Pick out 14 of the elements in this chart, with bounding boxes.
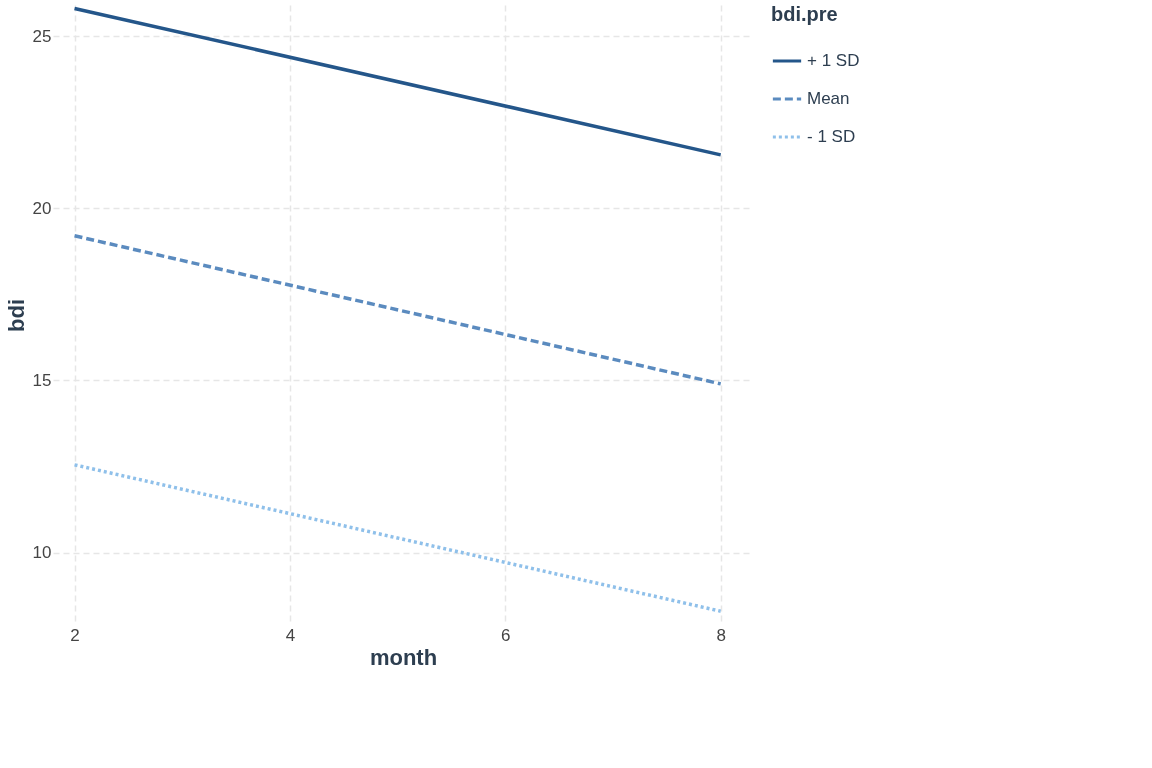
- legend-title: bdi.pre: [771, 3, 838, 25]
- legend-label: - 1 SD: [807, 127, 856, 146]
- x-tick-label: 2: [70, 625, 80, 645]
- y-tick-label: 15: [32, 370, 52, 390]
- y-tick-label: 10: [32, 543, 52, 563]
- x-tick-label: 4: [285, 625, 296, 645]
- legend-label: + 1 SD: [807, 51, 860, 70]
- x-axis-title: month: [369, 644, 438, 670]
- x-tick-label: 6: [501, 625, 511, 645]
- legend-label: Mean: [807, 89, 850, 108]
- y-tick-label: 20: [32, 198, 52, 218]
- y-axis-title: bdi: [3, 299, 29, 332]
- y-tick-label: 25: [32, 26, 52, 46]
- x-tick-label: 8: [716, 625, 726, 645]
